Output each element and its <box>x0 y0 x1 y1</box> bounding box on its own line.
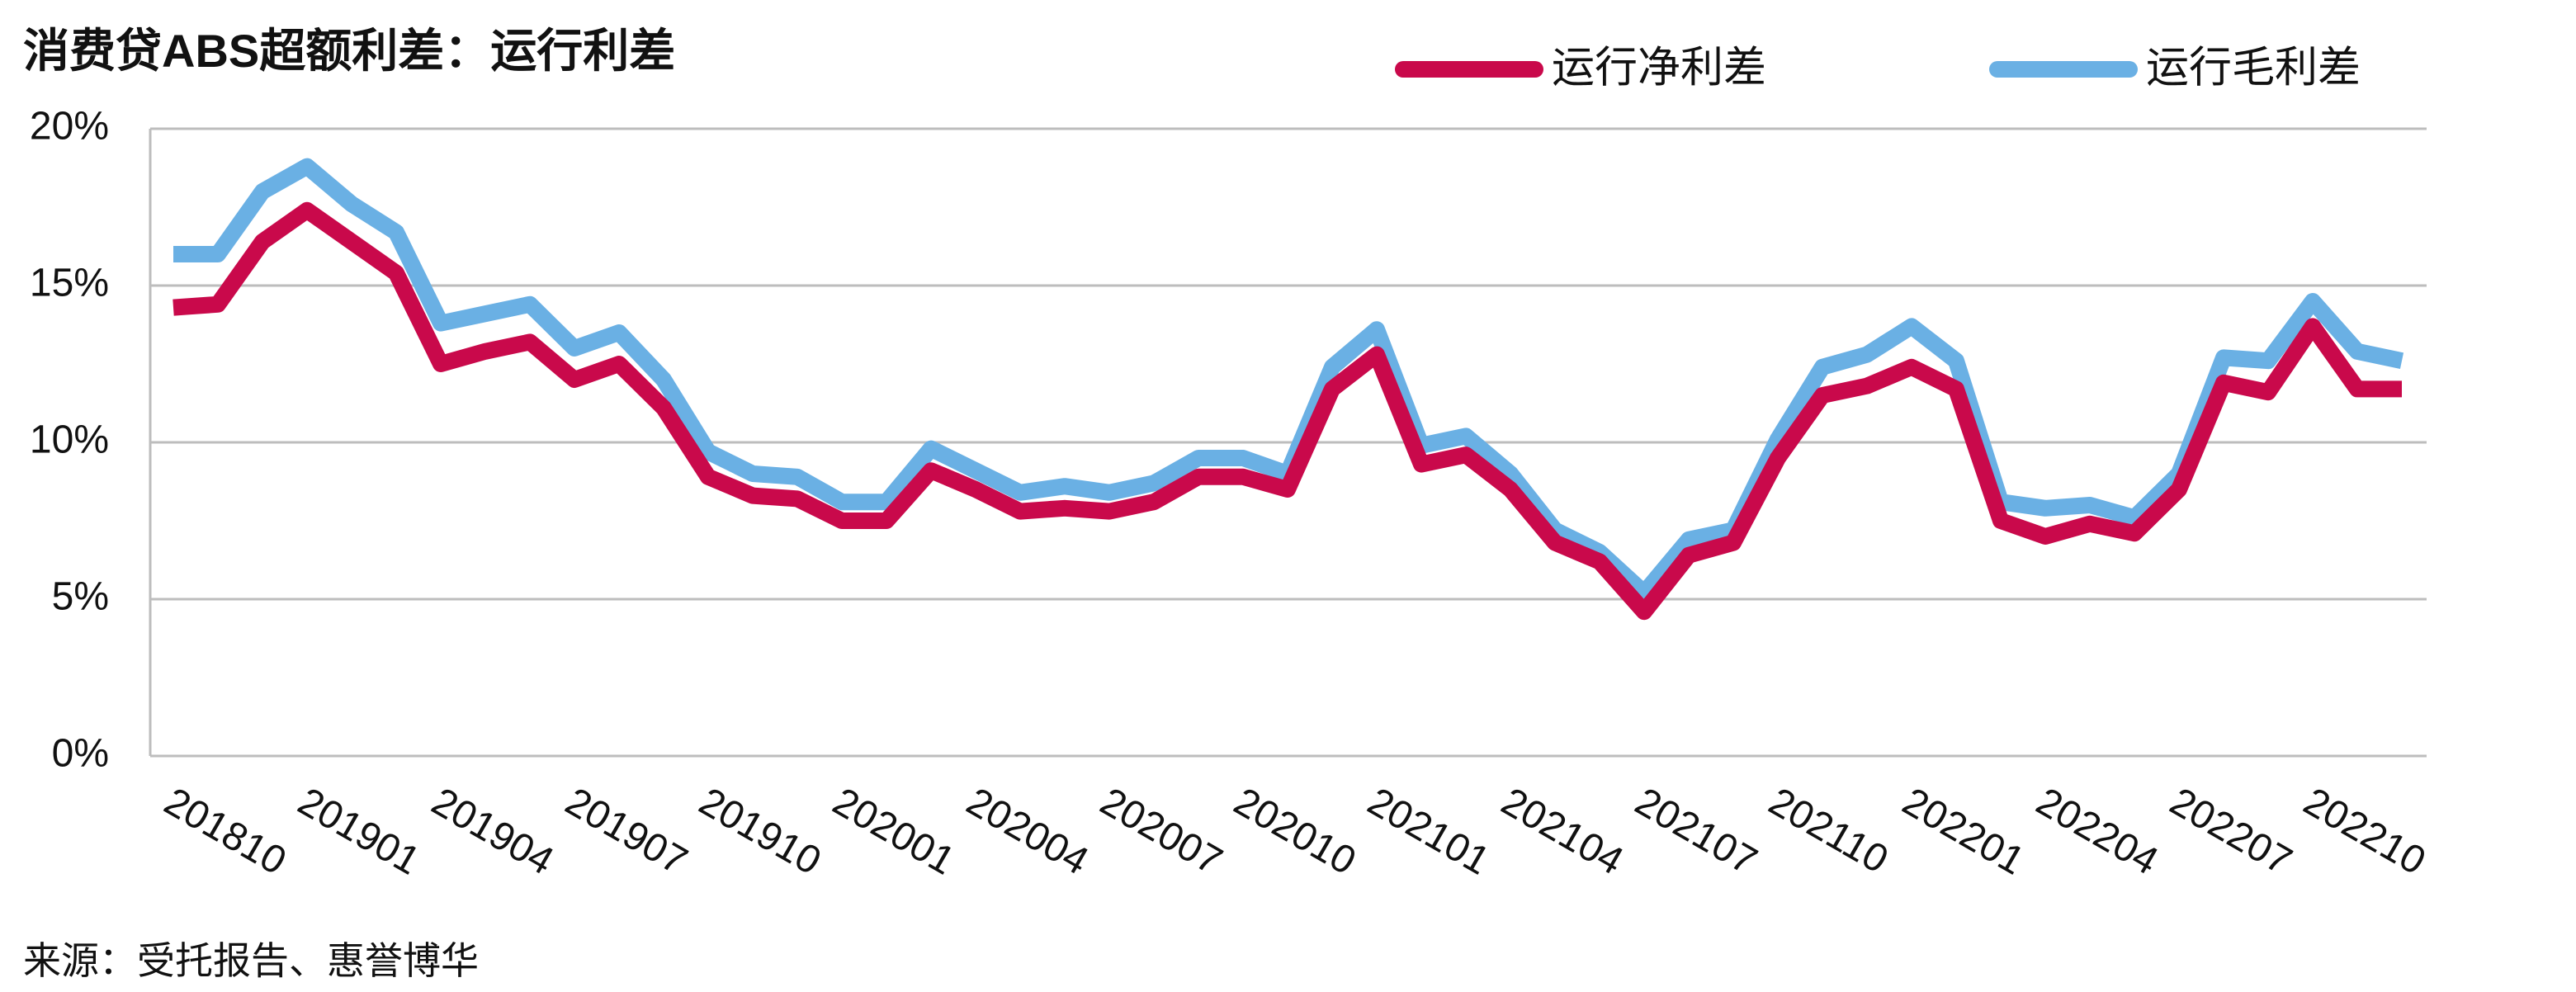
x-tick-label: 201904 <box>424 780 560 884</box>
source-note: 来源：受托报告、惠誉博华 <box>23 939 479 982</box>
x-tick-label: 201901 <box>291 780 427 884</box>
y-tick-label: 0% <box>52 732 109 776</box>
legend-label: 运行净利差 <box>1552 45 1766 92</box>
x-tick-label: 202001 <box>825 780 962 884</box>
y-tick-label: 5% <box>52 575 109 619</box>
y-tick-label: 20% <box>30 105 109 149</box>
x-tick-label: 202207 <box>2162 780 2299 884</box>
x-tick-label: 202201 <box>1895 780 2031 884</box>
x-tick-label: 202204 <box>2029 780 2165 884</box>
x-tick-label: 201907 <box>558 780 694 884</box>
x-tick-label: 202104 <box>1494 780 1630 884</box>
x-tick-label: 202010 <box>1227 780 1363 884</box>
chart-title: 消费贷ABS超额利差：运行利差 <box>23 25 675 77</box>
x-tick-label: 201810 <box>157 780 293 884</box>
x-tick-label: 202004 <box>959 780 1095 884</box>
series-line <box>173 201 2402 621</box>
x-tick-label: 201910 <box>692 780 828 884</box>
x-tick-label: 202107 <box>1628 780 1764 884</box>
x-tick-label: 202110 <box>1761 780 1895 882</box>
x-tick-label: 202101 <box>1360 780 1496 884</box>
y-tick-label: 15% <box>30 262 109 305</box>
y-tick-label: 10% <box>30 418 109 462</box>
x-tick-label: 202007 <box>1093 780 1229 884</box>
legend-label: 运行毛利差 <box>2146 45 2361 92</box>
x-tick-label: 202210 <box>2296 780 2432 884</box>
